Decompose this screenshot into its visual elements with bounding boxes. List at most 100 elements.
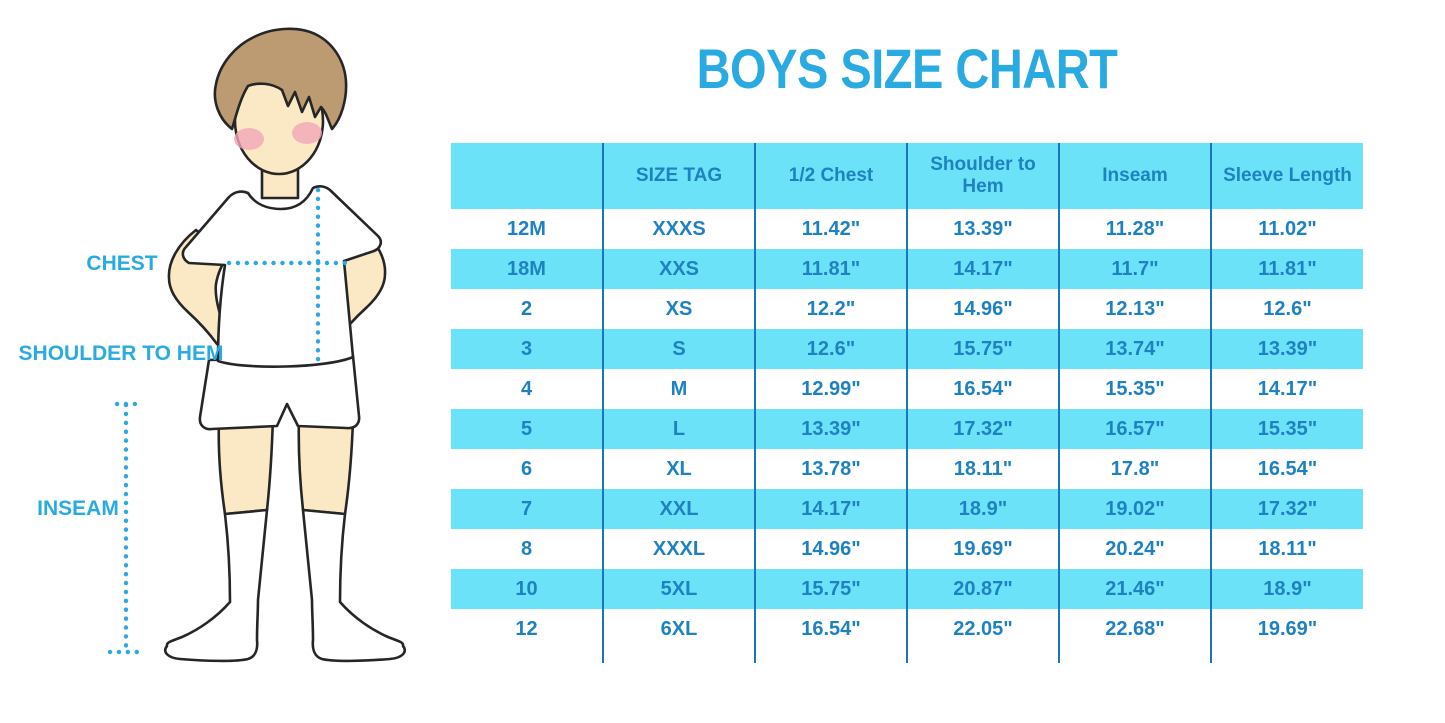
table-row: 8 XXXL 14.96" 19.69" 20.24" 18.11" (451, 529, 1363, 569)
inseam-label: INSEAM (37, 497, 119, 520)
sleeve-length-cell: 18.9" (1210, 569, 1363, 609)
boy-left-cheek-blush (234, 128, 264, 150)
size-cell: 12 (515, 617, 538, 640)
header-cell-inseam: Inseam (1058, 143, 1211, 209)
half-chest-cell: 16.54" (754, 609, 907, 649)
sleeve-length-cell: 17.32" (1210, 489, 1363, 529)
shoulder-to-hem-cell: 13.39" (906, 209, 1059, 249)
sleeve-length-cell: 11.81" (1210, 249, 1363, 289)
table-row: 2 XS 12.2" 14.96" 12.13" 12.6" (451, 289, 1363, 329)
boy-left-sock (163, 508, 269, 663)
boy-shorts (198, 354, 361, 431)
header-cell-shoulder-to-hem: Shoulder to Hem (906, 143, 1059, 209)
header-cell-size-tag: SIZE TAG (602, 143, 755, 209)
inseam-cell: 13.74" (1058, 329, 1211, 369)
size-cell: 6 (520, 457, 533, 480)
inseam-cell: 12.13" (1058, 289, 1211, 329)
boy-right-cheek-blush (292, 122, 322, 144)
header-row: SIZE TAG 1/2 Chest Shoulder to Hem Insea… (451, 143, 1363, 209)
sleeve-length-cell: 18.11" (1210, 529, 1363, 569)
spacer-cell (906, 649, 1059, 663)
shoulder-to-hem-cell: 20.87" (906, 569, 1059, 609)
table-row: 6 XL 13.78" 18.11" 17.8" 16.54" (451, 449, 1363, 489)
size-tag-cell: 6XL (602, 609, 755, 649)
half-chest-cell: 14.96" (754, 529, 907, 569)
shoulder-to-hem-cell: 14.17" (906, 249, 1059, 289)
shoulder-to-hem-cell: 15.75" (906, 329, 1059, 369)
boy-left-thigh (217, 414, 275, 516)
inseam-cell: 11.28" (1058, 209, 1211, 249)
sleeve-length-cell: 15.35" (1210, 409, 1363, 449)
table-row: 18M XXS 11.81" 14.17" 11.7" 11.81" (451, 249, 1363, 289)
shoulder-to-hem-cell: 18.11" (906, 449, 1059, 489)
inseam-cell: 17.8" (1058, 449, 1211, 489)
half-chest-cell: 11.42" (754, 209, 907, 249)
shoulder-to-hem-cell: 18.9" (906, 489, 1059, 529)
inseam-cell: 21.46" (1058, 569, 1211, 609)
size-table: SIZE TAG 1/2 Chest Shoulder to Hem Insea… (451, 143, 1363, 663)
table-row: 12 6XL 16.54" 22.05" 22.68" 19.69" (451, 609, 1363, 649)
shoulder-to-hem-label: SHOULDER TO HEM (19, 342, 224, 365)
shoulder-to-hem-cell: 19.69" (906, 529, 1059, 569)
size-tag-cell: S (602, 329, 755, 369)
size-table-header: SIZE TAG 1/2 Chest Shoulder to Hem Insea… (451, 143, 1363, 209)
size-cell: 2 (520, 297, 533, 320)
table-row: 7 XXL 14.17" 18.9" 19.02" 17.32" (451, 489, 1363, 529)
boy-figure-svg: CHEST SHOULDER TO HEM INSEAM (19, 27, 407, 663)
table-row: 5 L 13.39" 17.32" 16.57" 15.35" (451, 409, 1363, 449)
size-cell: 12M (507, 217, 546, 240)
header-cell-sleeve-length: Sleeve Length (1210, 143, 1363, 209)
size-cell: 5 (520, 417, 533, 440)
inseam-cell: 20.24" (1058, 529, 1211, 569)
size-cell: 10 (515, 577, 538, 600)
size-cell: 7 (520, 497, 533, 520)
table-row: 4 M 12.99" 16.54" 15.35" 14.17" (451, 369, 1363, 409)
size-cell: 4 (520, 377, 533, 400)
spacer-cell (451, 649, 603, 663)
half-chest-cell: 12.2" (754, 289, 907, 329)
size-tag-cell: XXXL (602, 529, 755, 569)
size-table-body: 12M XXXS 11.42" 13.39" 11.28" 11.02" 18M XXS 11.… (451, 209, 1363, 663)
boy-tshirt (181, 185, 383, 368)
shoulder-to-hem-cell: 17.32" (906, 409, 1059, 449)
size-tag-cell: L (602, 409, 755, 449)
half-chest-cell: 14.17" (754, 489, 907, 529)
size-tag-cell: XXL (602, 489, 755, 529)
spacer-cell (754, 649, 907, 663)
shoulder-to-hem-cell: 14.96" (906, 289, 1059, 329)
inseam-cell: 19.02" (1058, 489, 1211, 529)
size-tag-cell: 5XL (602, 569, 755, 609)
inseam-cell: 11.7" (1058, 249, 1211, 289)
size-tag-cell: M (602, 369, 755, 409)
half-chest-cell: 12.6" (754, 329, 907, 369)
header-cell-blank (451, 143, 603, 209)
boy-hair (213, 27, 348, 131)
size-cell: 18M (507, 257, 546, 280)
sleeve-length-cell: 12.6" (1210, 289, 1363, 329)
inseam-cell: 22.68" (1058, 609, 1211, 649)
size-tag-cell: XL (602, 449, 755, 489)
inseam-cell: 15.35" (1058, 369, 1211, 409)
boy-right-thigh (297, 414, 355, 516)
half-chest-cell: 13.78" (754, 449, 907, 489)
size-tag-cell: XXXS (602, 209, 755, 249)
sleeve-length-cell: 16.54" (1210, 449, 1363, 489)
chest-label: CHEST (86, 252, 157, 275)
spacer-cell (602, 649, 755, 663)
sleeve-length-cell: 14.17" (1210, 369, 1363, 409)
header-cell-half-chest: 1/2 Chest (754, 143, 907, 209)
table-row: 3 S 12.6" 15.75" 13.74" 13.39" (451, 329, 1363, 369)
size-cell: 8 (520, 537, 533, 560)
spacer-cell (1210, 649, 1363, 663)
sleeve-length-cell: 11.02" (1210, 209, 1363, 249)
sleeve-length-cell: 13.39" (1210, 329, 1363, 369)
inseam-cell: 16.57" (1058, 409, 1211, 449)
half-chest-cell: 12.99" (754, 369, 907, 409)
half-chest-cell: 13.39" (754, 409, 907, 449)
size-cell: 3 (520, 337, 533, 360)
table-row: 10 5XL 15.75" 20.87" 21.46" 18.9" (451, 569, 1363, 609)
half-chest-cell: 15.75" (754, 569, 907, 609)
column-rule-extension-row (451, 649, 1363, 663)
page-title: BOYS SIZE CHART (696, 37, 1118, 100)
